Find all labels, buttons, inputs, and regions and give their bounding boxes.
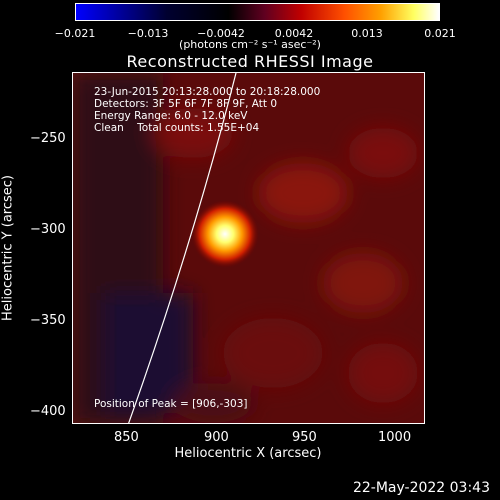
rhessi-image — [73, 73, 424, 423]
x-tick: 900 — [204, 430, 229, 445]
colorbar-tick: 0.013 — [351, 27, 383, 40]
background-emission — [73, 73, 418, 423]
generation-timestamp: 22-May-2022 03:43 — [352, 480, 490, 496]
clean-counts: Clean Total counts: 1.55E+04 — [94, 122, 260, 134]
colorbar-units: (photons cm⁻² s⁻¹ asec⁻²) — [179, 38, 321, 51]
colorbar-tick: 0.0042 — [274, 27, 314, 40]
detectors-info: Detectors: 3F 5F 6F 7F 8F 9F, Att 0 — [94, 98, 278, 110]
energy-range: Energy Range: 6.0 - 12.0 keV — [94, 110, 248, 122]
flare-source — [191, 200, 259, 268]
colorbar-tick: −0.021 — [54, 27, 96, 40]
y-tick: −250 — [30, 131, 66, 146]
peak-position: Position of Peak = [906,-303] — [94, 398, 248, 410]
solar-limb — [128, 73, 237, 423]
y-tick: −400 — [30, 404, 66, 419]
rhessi-image-panel: 23-Jun-2015 20:13:28.000 to 20:18:28.000… — [72, 72, 425, 424]
y-axis-label: Heliocentric Y (arcsec) — [0, 175, 16, 321]
y-tick: −300 — [30, 222, 66, 237]
colorbar-tick: 0.021 — [424, 27, 456, 40]
image-title: Reconstructed RHESSI Image — [126, 52, 374, 71]
x-tick: 850 — [114, 430, 139, 445]
x-axis-label: Heliocentric X (arcsec) — [174, 446, 322, 461]
colorbar — [75, 3, 440, 21]
colorbar-tick: −0.0042 — [197, 27, 245, 40]
x-tick: 950 — [292, 430, 317, 445]
colorbar-tick: −0.013 — [127, 27, 169, 40]
time-range: 23-Jun-2015 20:13:28.000 to 20:18:28.000 — [94, 86, 321, 98]
y-tick: −350 — [30, 313, 66, 328]
x-tick: 1000 — [378, 430, 412, 445]
